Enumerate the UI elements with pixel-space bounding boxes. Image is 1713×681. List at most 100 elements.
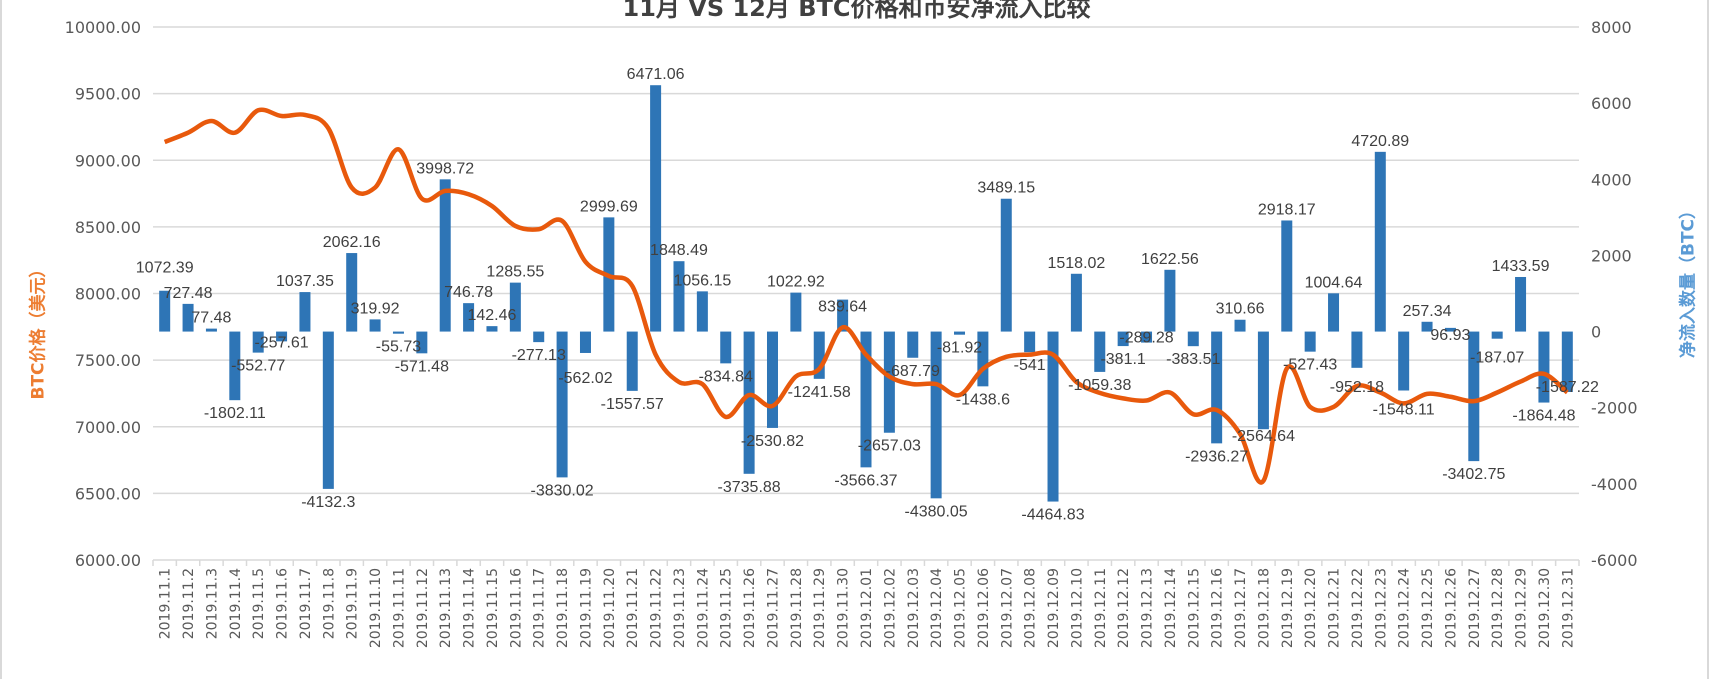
bar-data-label: -834.84 bbox=[699, 368, 753, 385]
bar-data-label: 310.66 bbox=[1216, 301, 1265, 318]
bar-data-label: 1037.35 bbox=[276, 273, 334, 290]
x-axis-tick-label: 2019.12.23 bbox=[1373, 568, 1389, 648]
right-axis-tick-label: -6000 bbox=[1591, 551, 1638, 570]
left-axis-tick-label: 9500.00 bbox=[75, 85, 141, 104]
bar bbox=[837, 299, 849, 332]
x-axis-tick-label: 2019.12.29 bbox=[1514, 568, 1530, 648]
bar bbox=[790, 292, 802, 332]
bar bbox=[1047, 331, 1059, 502]
bar-data-label: 257.34 bbox=[1403, 303, 1452, 320]
bar bbox=[650, 85, 662, 332]
bar-data-label: -952.18 bbox=[1330, 379, 1384, 396]
bar bbox=[299, 292, 311, 332]
bar bbox=[977, 331, 989, 387]
bar-data-label: -541 bbox=[1014, 357, 1046, 374]
x-axis-tick-label: 2019.12.31 bbox=[1560, 568, 1576, 648]
bar-data-label: 1022.92 bbox=[767, 274, 825, 291]
bar-data-label: 1433.59 bbox=[1492, 258, 1550, 275]
x-axis-tick-label: 2019.11.10 bbox=[368, 568, 384, 648]
x-axis-tick-label: 2019.12.04 bbox=[929, 568, 945, 648]
bar-data-label: 6471.06 bbox=[627, 66, 685, 83]
bar-data-label: -55.73 bbox=[376, 339, 421, 356]
bar bbox=[907, 331, 919, 358]
bar-data-label: -687.79 bbox=[886, 363, 940, 380]
x-axis-tick-label: 2019.11.28 bbox=[789, 568, 805, 648]
bar-data-label: -562.02 bbox=[558, 370, 612, 387]
x-axis-tick-label: 2019.12.08 bbox=[1023, 568, 1039, 648]
x-axis-tick-label: 2019.12.17 bbox=[1233, 568, 1249, 648]
bar-data-label: -257.61 bbox=[254, 334, 308, 351]
bar-data-label: -1059.38 bbox=[1068, 377, 1131, 394]
x-axis-tick-label: 2019.11.29 bbox=[812, 568, 828, 648]
bar bbox=[1094, 331, 1106, 372]
x-axis-tick-label: 2019.11.30 bbox=[836, 568, 852, 648]
bar-data-label: -4380.05 bbox=[905, 503, 968, 520]
bar-data-label: -1802.11 bbox=[204, 405, 266, 422]
bar-data-label: 1622.56 bbox=[1141, 251, 1199, 268]
bar bbox=[1491, 331, 1503, 339]
bar bbox=[229, 331, 241, 401]
x-axis-tick-label: 2019.11.13 bbox=[438, 568, 454, 648]
bar bbox=[1374, 151, 1386, 332]
left-axis-tick-label: 6000.00 bbox=[75, 551, 141, 570]
bar-data-label: 142.46 bbox=[467, 307, 516, 324]
x-axis-tick-label: 2019.12.01 bbox=[859, 568, 875, 648]
bar-data-label: 4720.89 bbox=[1351, 133, 1409, 150]
bar bbox=[1561, 331, 1573, 392]
bar bbox=[463, 303, 475, 332]
x-axis-tick-label: 2019.11.9 bbox=[345, 568, 361, 639]
bar-data-label: 746.78 bbox=[444, 284, 493, 301]
x-axis-tick-label: 2019.12.10 bbox=[1069, 568, 1085, 648]
bar-data-label: 2999.69 bbox=[580, 198, 638, 215]
x-axis-tick-label: 2019.12.26 bbox=[1443, 568, 1459, 648]
x-axis-tick-label: 2019.12.28 bbox=[1490, 568, 1506, 648]
bar-data-label: -552.77 bbox=[231, 358, 285, 375]
x-axis-tick-label: 2019.11.11 bbox=[391, 568, 407, 648]
bar bbox=[1444, 327, 1456, 332]
bar bbox=[883, 331, 895, 433]
bar bbox=[1187, 331, 1199, 347]
bar bbox=[1000, 198, 1012, 332]
x-axis-tick-label: 2019.11.12 bbox=[415, 568, 431, 648]
bar-data-label: -3830.02 bbox=[531, 482, 594, 499]
bar-data-label: 1004.64 bbox=[1305, 274, 1363, 291]
x-axis-tick-label: 2019.11.8 bbox=[321, 568, 337, 639]
bar bbox=[1164, 269, 1176, 332]
bar bbox=[1024, 331, 1036, 353]
bar bbox=[1304, 331, 1316, 352]
right-axis-tick-label: 6000 bbox=[1591, 94, 1632, 113]
x-axis-tick-label: 2019.12.05 bbox=[953, 568, 969, 648]
x-axis-tick-label: 2019.12.18 bbox=[1256, 568, 1272, 648]
bar-data-label: 1518.02 bbox=[1047, 255, 1105, 272]
bar bbox=[486, 326, 498, 332]
right-axis-tick-label: 2000 bbox=[1591, 246, 1632, 265]
bar bbox=[743, 331, 755, 474]
bar bbox=[930, 331, 942, 499]
bar bbox=[673, 261, 685, 332]
x-axis-tick-label: 2019.11.26 bbox=[742, 568, 758, 648]
x-axis-tick-label: 2019.12.19 bbox=[1280, 568, 1296, 648]
bar bbox=[954, 331, 966, 335]
x-axis-tick-label: 2019.11.23 bbox=[672, 568, 688, 648]
x-axis-tick-label: 2019.11.4 bbox=[228, 568, 244, 639]
x-axis-tick-label: 2019.12.02 bbox=[882, 568, 898, 648]
x-axis-tick-label: 2019.12.14 bbox=[1163, 568, 1179, 648]
right-axis-tick-label: 0 bbox=[1591, 323, 1601, 342]
btc-price-line bbox=[163, 107, 1569, 485]
x-axis-tick-label: 2019.12.13 bbox=[1140, 568, 1156, 648]
bar-data-label: 1072.39 bbox=[136, 260, 194, 277]
bar-data-label: -1557.57 bbox=[601, 396, 664, 413]
bar bbox=[1351, 331, 1363, 368]
bar-data-label: 839.64 bbox=[818, 299, 867, 316]
bar-data-label: -1587.22 bbox=[1536, 379, 1599, 396]
right-axis-tick-label: 8000 bbox=[1591, 18, 1632, 37]
bar bbox=[1398, 331, 1410, 391]
x-axis-tick-label: 2019.12.24 bbox=[1397, 568, 1413, 648]
bar bbox=[1141, 331, 1153, 343]
bar-data-label: 2918.17 bbox=[1258, 201, 1316, 218]
bar bbox=[159, 290, 171, 332]
x-axis-tick-label: 2019.12.25 bbox=[1420, 568, 1436, 648]
left-axis-tick-label: 6500.00 bbox=[75, 484, 141, 503]
bar bbox=[1211, 331, 1223, 444]
bar bbox=[1515, 276, 1527, 332]
